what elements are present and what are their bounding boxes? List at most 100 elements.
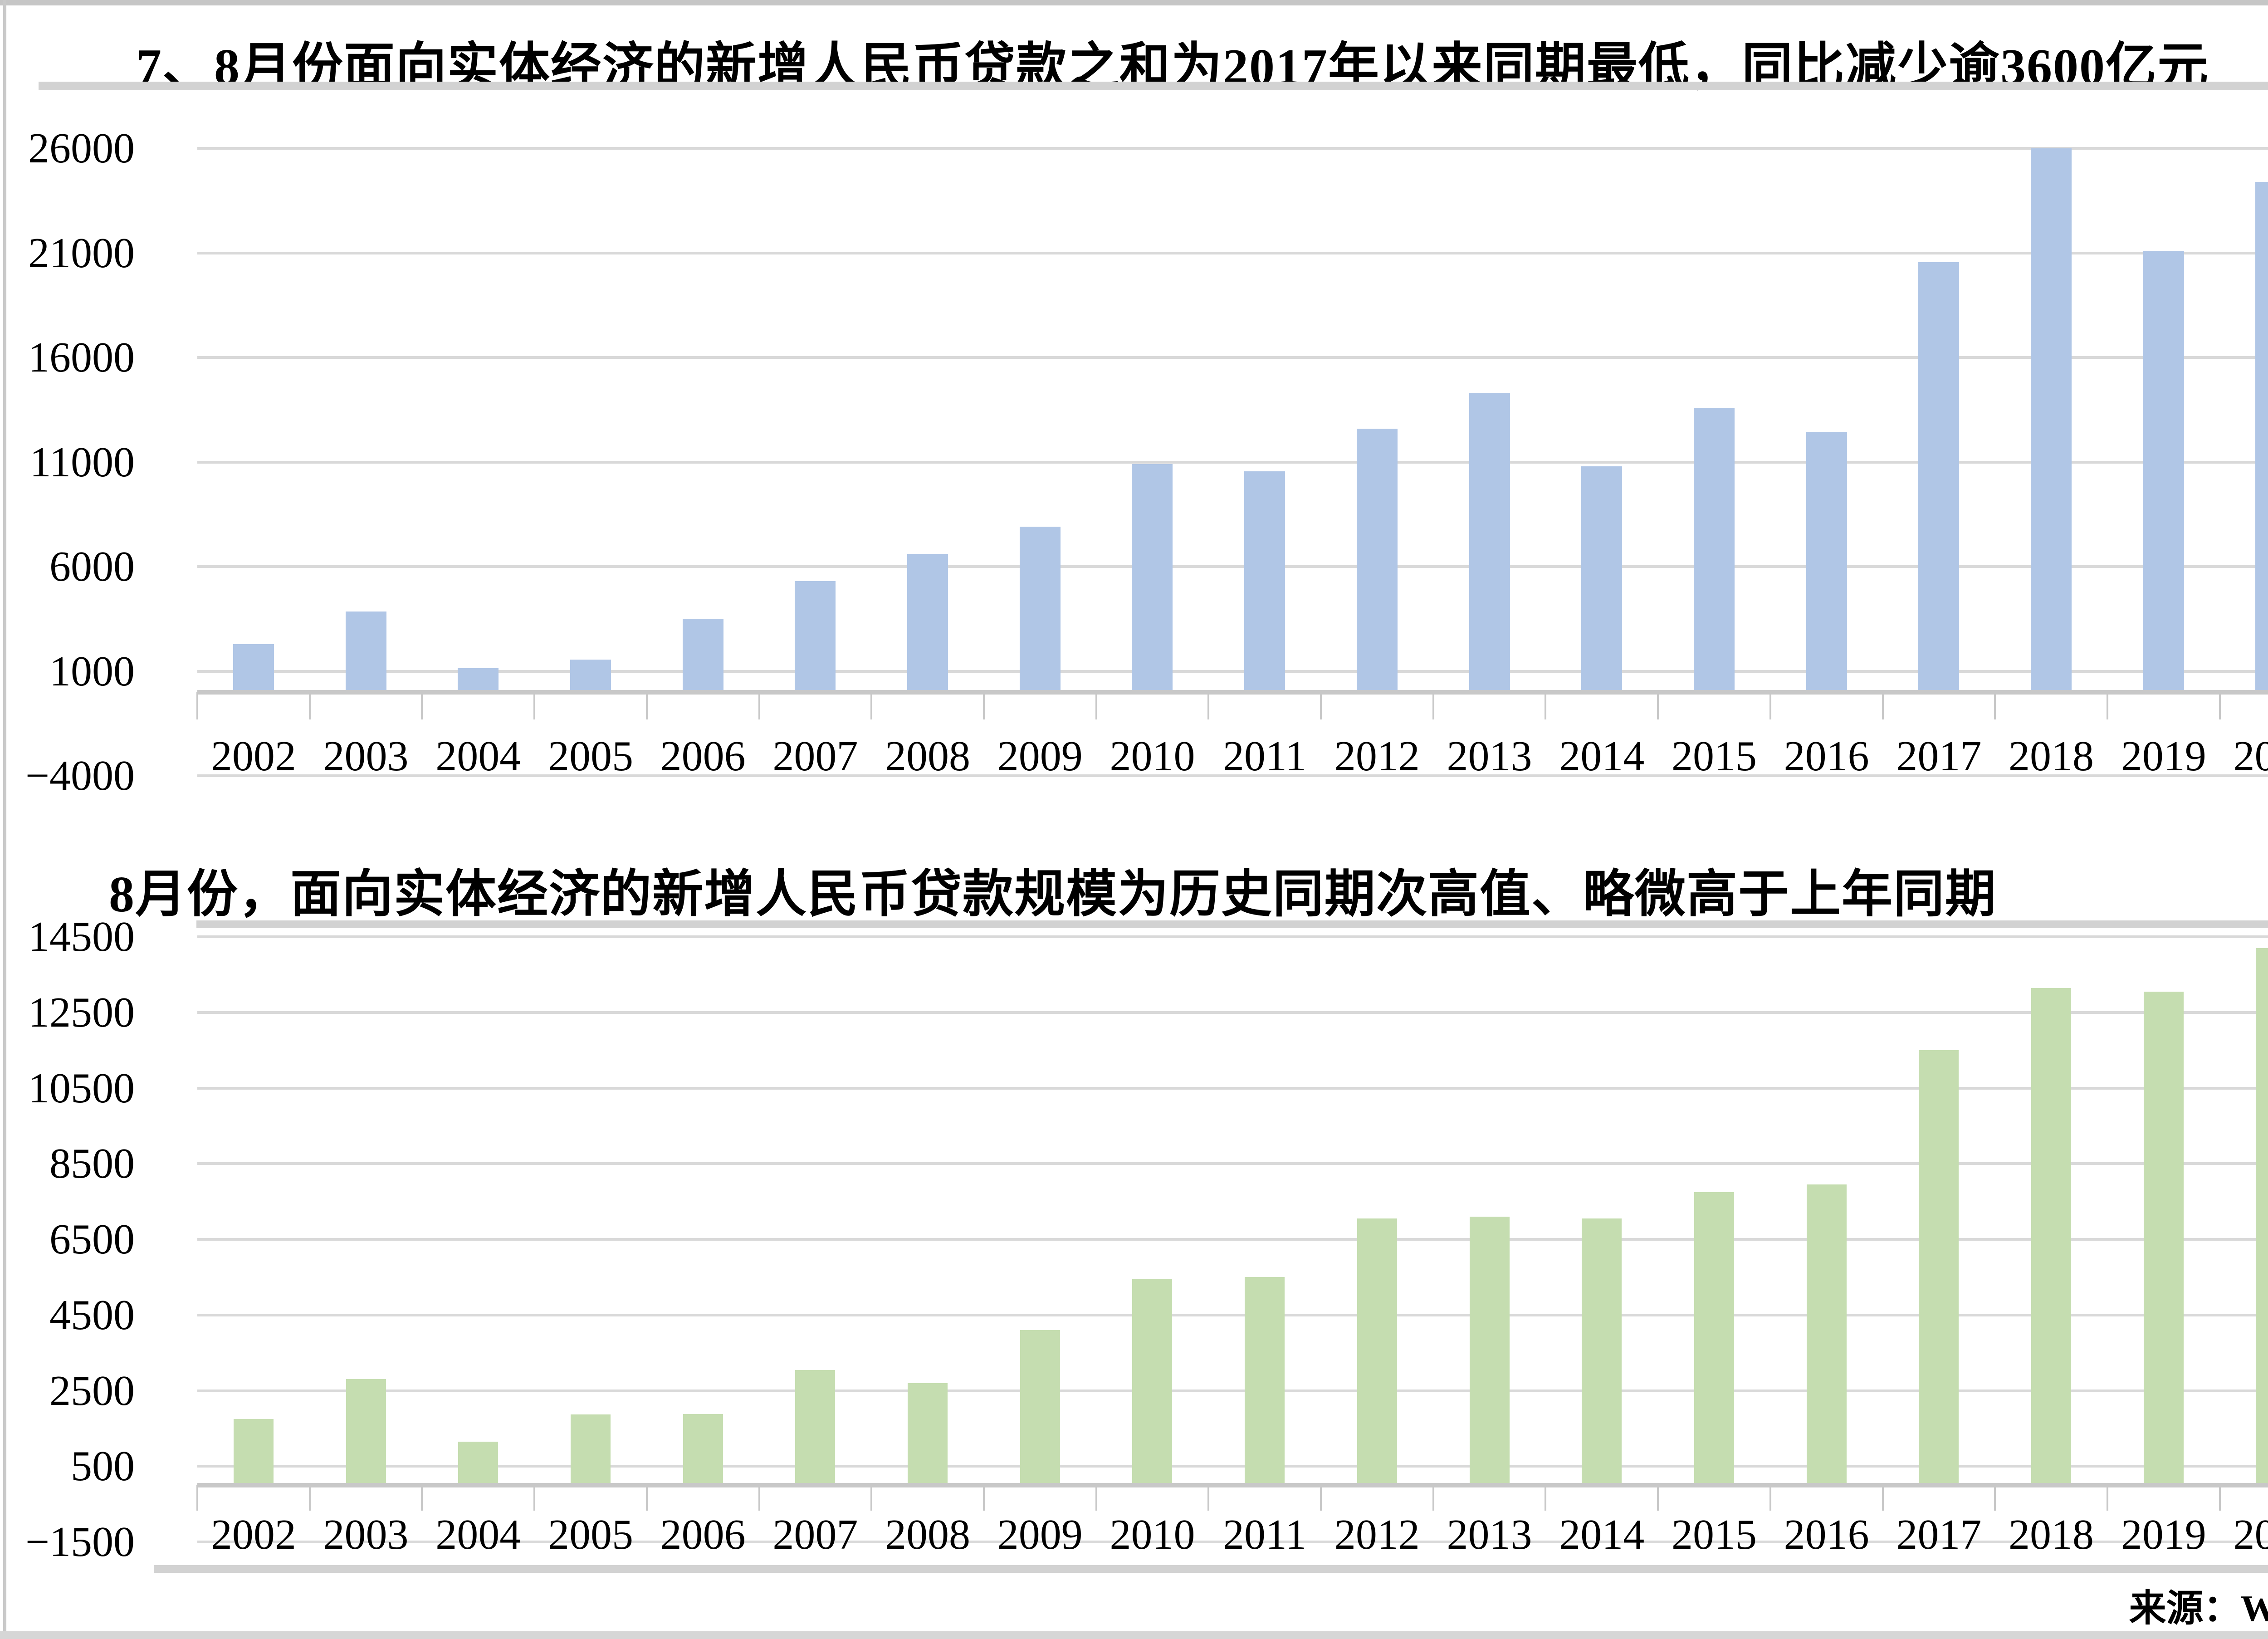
x-tick — [982, 1485, 985, 1511]
x-tick — [1207, 1485, 1210, 1511]
y-axis-label: 10500 — [28, 1064, 135, 1112]
bar — [1806, 431, 1847, 692]
x-axis-label: 2016 — [1784, 1511, 1869, 1558]
bar — [2143, 250, 2184, 692]
x-axis-label: 2009 — [997, 733, 1083, 780]
x-tick — [2219, 1485, 2221, 1511]
bar — [1469, 1216, 1510, 1485]
gridline — [197, 1238, 2268, 1241]
y-axis-label: 16000 — [28, 334, 135, 381]
x-axis-label: 2015 — [1671, 1511, 1757, 1558]
x-tick — [1320, 692, 1322, 719]
x-axis-label: 2011 — [1222, 733, 1307, 780]
x-tick — [645, 692, 648, 719]
x-axis-label: 2007 — [772, 1511, 858, 1558]
x-tick — [1769, 692, 1771, 719]
x-axis-label: 2013 — [1447, 1511, 1532, 1558]
gridline — [197, 1162, 2268, 1165]
x-tick — [1882, 692, 1884, 719]
chart2-title: 8月份，面向实体经济的新增人民币贷款规模为历史同期次高值、略微高于上年同期 — [109, 866, 1997, 923]
x-axis-label: 2006 — [660, 733, 746, 780]
x-tick — [1657, 1485, 1659, 1511]
x-tick — [1207, 692, 1210, 719]
x-tick — [1769, 1485, 1771, 1511]
bar — [1806, 1184, 1847, 1485]
y-axis-label: 12500 — [28, 988, 135, 1036]
y-axis-label: 6000 — [49, 543, 135, 590]
bar — [795, 1370, 836, 1485]
x-tick — [758, 692, 760, 719]
x-axis-label: 2015 — [1671, 733, 1757, 780]
bar — [570, 660, 611, 692]
bar — [1918, 262, 1960, 692]
bar — [1020, 1330, 1060, 1485]
x-tick — [2106, 1485, 2108, 1511]
x-axis-line — [197, 1482, 2268, 1487]
bar — [1694, 1192, 1734, 1485]
window-left-edge — [3, 0, 6, 1639]
y-axis-label: 6500 — [49, 1216, 135, 1263]
x-axis-label: 2016 — [1784, 733, 1869, 780]
x-tick — [1545, 692, 1547, 719]
gridline — [197, 147, 2268, 150]
x-tick — [196, 1485, 198, 1511]
x-tick — [308, 1485, 311, 1511]
bar — [346, 1379, 386, 1485]
window-bottom-edge — [0, 1631, 2268, 1639]
x-axis-label: 2008 — [885, 733, 971, 780]
x-axis-label: 2013 — [1447, 733, 1532, 780]
gridline — [197, 251, 2268, 254]
bar — [1245, 1277, 1285, 1485]
x-tick — [533, 1485, 536, 1511]
x-tick — [1994, 692, 1996, 719]
x-axis-label: 2007 — [772, 733, 858, 780]
footer-divider — [154, 1565, 2268, 1573]
x-axis-label: 2019 — [2121, 733, 2206, 780]
gridline — [197, 670, 2268, 673]
gridline — [197, 1541, 2268, 1543]
gridline — [197, 460, 2268, 464]
x-tick — [1095, 692, 1097, 719]
x-axis-label: 2006 — [660, 1511, 746, 1558]
x-tick — [533, 692, 536, 719]
chart1-title-divider — [39, 82, 2268, 90]
bar — [458, 668, 499, 692]
x-tick — [308, 692, 311, 719]
y-axis-label: 26000 — [28, 125, 135, 172]
y-axis-label: 500 — [71, 1443, 135, 1490]
x-axis-label: 2017 — [1896, 733, 1982, 780]
gridline — [197, 1313, 2268, 1316]
gridline — [197, 565, 2268, 568]
x-axis-label: 2002 — [210, 1511, 296, 1558]
y-axis-label: 2500 — [49, 1367, 135, 1414]
gridline — [197, 1465, 2268, 1468]
bar — [2031, 988, 2072, 1485]
x-tick — [2106, 692, 2108, 719]
bar — [1357, 1218, 1397, 1485]
bar — [795, 581, 836, 692]
x-axis-label: 2018 — [2009, 733, 2094, 780]
x-tick — [2219, 692, 2221, 719]
bar — [570, 1414, 611, 1485]
x-axis-label: 2010 — [1110, 1511, 1195, 1558]
window-top-edge — [0, 0, 2268, 5]
x-axis-label: 2010 — [1110, 733, 1195, 780]
x-axis-label: 2009 — [997, 1511, 1083, 1558]
bar — [2255, 181, 2268, 692]
bar — [1581, 466, 1623, 692]
x-axis-label: 2020 — [2233, 1511, 2268, 1558]
x-axis-label: 2012 — [1334, 1511, 1420, 1558]
bar — [1019, 527, 1061, 692]
bar — [682, 619, 723, 692]
y-axis-label: −4000 — [25, 752, 135, 799]
x-axis-label: 2003 — [323, 733, 409, 780]
bar — [233, 644, 274, 692]
chart2-title-divider — [196, 920, 2268, 928]
x-axis-label: 2019 — [2121, 1511, 2206, 1558]
x-tick — [645, 1485, 648, 1511]
x-axis-label: 2020 — [2233, 733, 2268, 780]
bar — [683, 1414, 723, 1485]
x-tick — [870, 1485, 873, 1511]
bar — [908, 1383, 948, 1485]
